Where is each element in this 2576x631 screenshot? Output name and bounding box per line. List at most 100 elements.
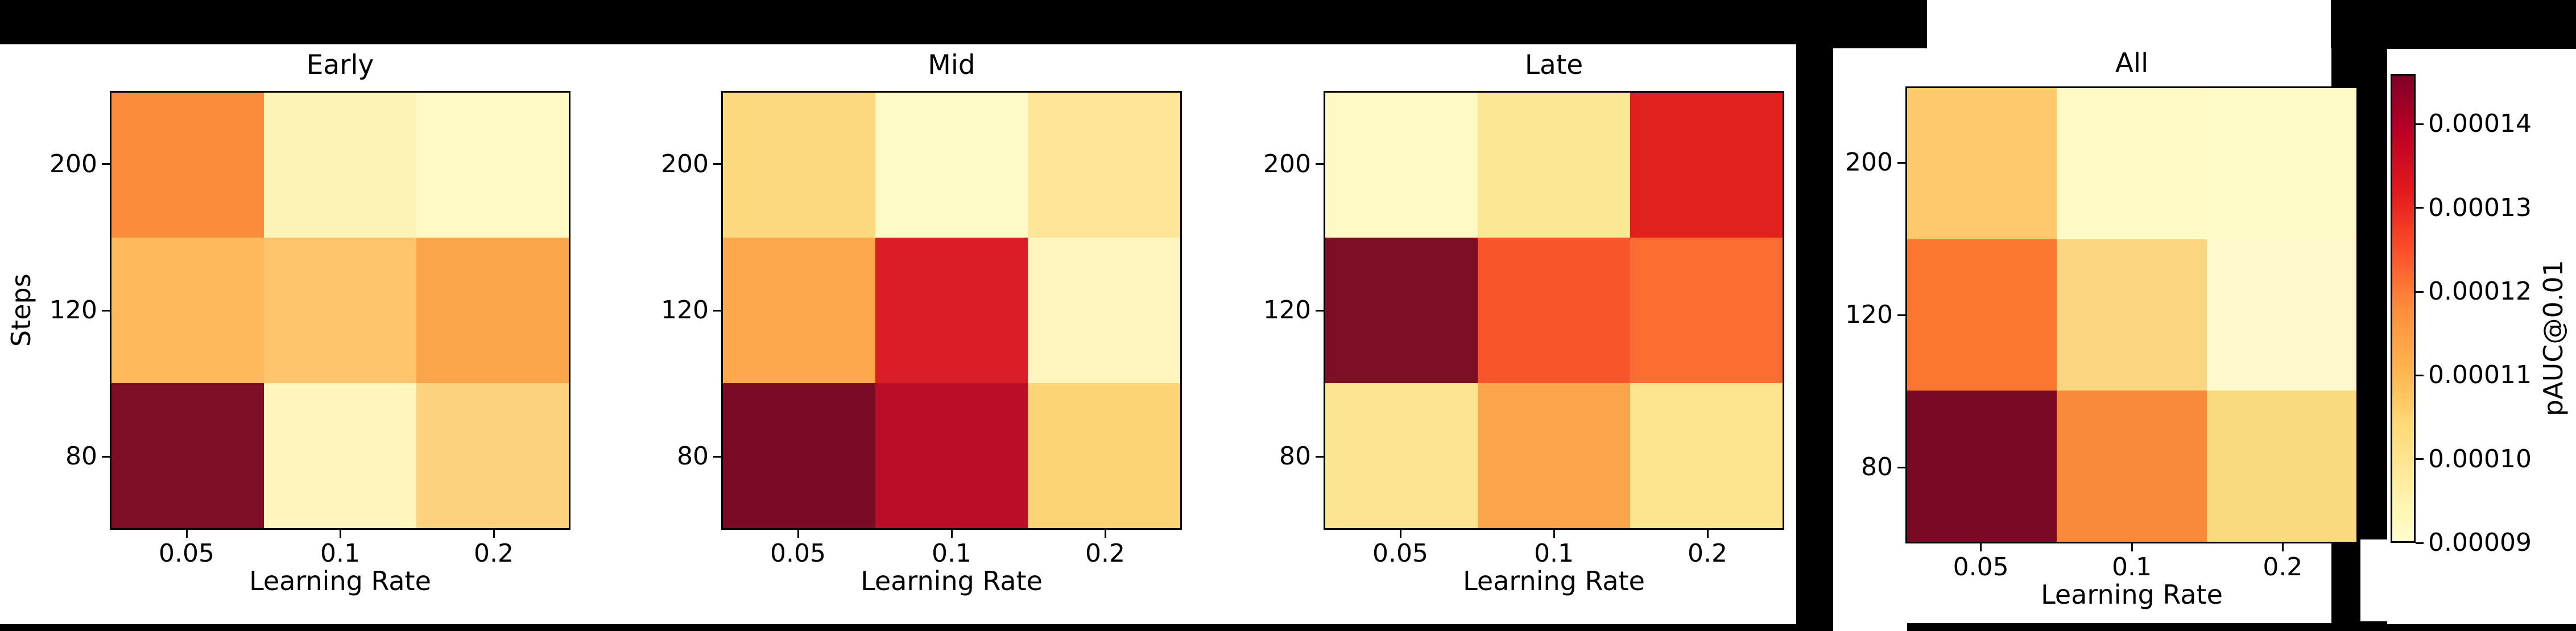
panel-title-early: Early [306,49,374,81]
xtick-late [1553,530,1555,538]
colorbar-figure-window [2387,49,2576,624]
heatmap-mid [721,91,1182,530]
xtick-label-late: 0.05 [1372,539,1428,568]
heatmap-cell-mid-200-0.1 [875,93,1028,238]
colorbar-tick [2416,542,2424,544]
heatmap-cell-late-80-0.1 [1478,383,1630,528]
xlabel-mid: Learning Rate [861,566,1043,596]
colorbar-tick-label: 0.00013 [2428,193,2532,222]
colorbar-tick-label: 0.00010 [2428,444,2532,474]
heatmap-cell-all-80-0.05 [1907,391,2057,542]
heatmap-cell-mid-80-0.05 [723,383,875,528]
heatmap-cell-mid-200-0.05 [723,93,875,238]
xtick-all [1980,543,1982,551]
ytick-label-late: 120 [1263,296,1311,325]
ytick-late [1316,309,1324,312]
ytick-label-all: 200 [1845,148,1893,177]
ytick-mid [713,309,721,312]
all-window-bottom-tab [1833,623,1907,631]
heatmap-cell-late-120-0.1 [1478,238,1630,383]
heatmap-cell-early-120-0.2 [416,238,569,383]
colorbar-tick [2416,458,2424,460]
xtick-label-mid: 0.05 [770,539,826,568]
colorbar-tick [2416,207,2424,209]
heatmap-cell-late-200-0.05 [1325,93,1478,238]
heatmap-all [1905,86,2358,543]
panel-title-late: Late [1524,49,1583,81]
ytick-late [1316,163,1324,165]
ytick-label-mid: 120 [661,296,709,325]
colorbar-tick-label: 0.00014 [2428,109,2532,139]
colorbar-tick [2416,374,2424,376]
ytick-label-late: 80 [1279,442,1311,471]
ytick-label-early: 200 [49,149,97,178]
heatmap-cell-mid-120-0.05 [723,238,875,383]
xtick-label-early: 0.05 [159,539,214,568]
xtick-label-late: 0.1 [1534,539,1574,568]
ytick-label-late: 200 [1263,149,1311,178]
all-window-top-tab [1927,0,2331,48]
xtick-label-late: 0.2 [1688,539,1727,568]
heatmap-cell-early-80-0.2 [416,383,569,528]
xtick-early [185,530,188,538]
ytick-label-early: 120 [49,296,97,325]
colorbar-tick [2416,290,2424,293]
heatmap-cell-all-120-0.2 [2206,239,2356,391]
heatmap-late [1324,91,1784,530]
xtick-mid [950,530,953,538]
colorbar-tick-label: 0.00011 [2428,360,2532,390]
heatmap-cell-mid-80-0.1 [875,383,1028,528]
xtick-all [2281,543,2284,551]
xtick-late [1399,530,1401,538]
heatmap-cell-early-80-0.05 [111,383,264,528]
heatmap-cell-mid-120-0.1 [875,238,1028,383]
heatmap-cell-late-200-0.1 [1478,93,1630,238]
heatmap-cell-mid-80-0.2 [1028,383,1180,528]
ytick-label-early: 80 [65,442,97,471]
ytick-early [102,309,110,312]
xtick-late [1706,530,1709,538]
ytick-label-mid: 200 [661,149,709,178]
heatmap-cell-late-200-0.2 [1630,93,1783,238]
heatmap-cell-early-80-0.1 [264,383,416,528]
heatmap-cell-all-80-0.1 [2057,391,2207,542]
ytick-late [1316,455,1324,458]
colorbar-window-left-tab [2360,539,2387,621]
xtick-label-all: 0.05 [1953,553,2009,582]
heatmap-cell-all-200-0.05 [1907,88,2057,239]
xtick-all [2131,543,2133,551]
xtick-label-all: 0.2 [2263,553,2303,582]
ytick-mid [713,455,721,458]
heatmap-cell-all-80-0.2 [2206,391,2356,542]
ytick-label-all: 120 [1845,300,1893,329]
ytick-early [102,163,110,165]
xtick-mid [1104,530,1106,538]
ytick-mid [713,163,721,165]
heatmap-cell-late-120-0.2 [1630,238,1783,383]
heatmap-early [110,91,570,530]
xtick-label-early: 0.1 [320,539,360,568]
ytick-label-mid: 80 [677,442,709,471]
xtick-label-mid: 0.2 [1085,539,1125,568]
heatmap-cell-mid-200-0.2 [1028,93,1180,238]
xtick-early [493,530,495,538]
heatmap-cell-early-200-0.2 [416,93,569,238]
colorbar-tick-label: 0.00012 [2428,277,2532,306]
heatmap-cell-all-200-0.1 [2057,88,2207,239]
heatmap-cell-all-200-0.2 [2206,88,2356,239]
heatmap-cell-all-120-0.1 [2057,239,2207,391]
xtick-mid [797,530,799,538]
colorbar-gradient [2391,74,2416,543]
heatmap-cell-early-120-0.1 [264,238,416,383]
colorbar-tick-label: 0.00009 [2428,528,2532,557]
colorbar-axis-label: pAUC@0.01 [2538,260,2569,417]
heatmap-cell-mid-120-0.2 [1028,238,1180,383]
heatmap-cell-late-120-0.05 [1325,238,1478,383]
xlabel-early: Learning Rate [249,566,431,596]
heatmap-cell-late-80-0.2 [1630,383,1783,528]
ytick-all [1897,161,1905,164]
colorbar-tick [2416,123,2424,125]
xtick-early [339,530,341,538]
ytick-all [1897,466,1905,468]
